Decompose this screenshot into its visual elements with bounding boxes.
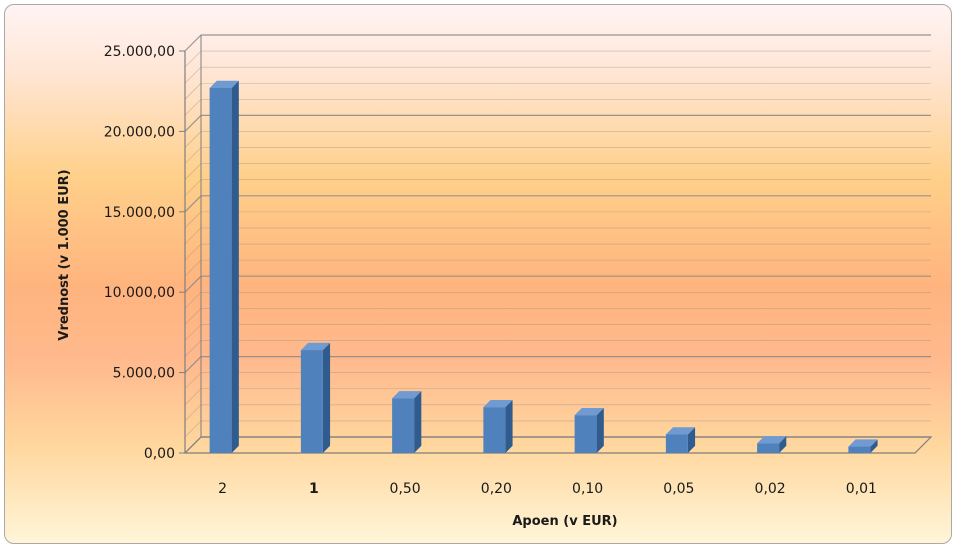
y-tick-label: 10.000,00 — [104, 285, 175, 301]
y-tick-labels: 0,00 5.000,00 10.000,00 15.000,00 20.000,00 2… — [104, 44, 175, 462]
bar-front — [665, 434, 688, 453]
bar-2 — [209, 80, 239, 453]
bar-top — [300, 342, 331, 351]
y-tick-label: 15.000,00 — [104, 205, 175, 221]
gridline-depth — [184, 243, 202, 261]
bar-0,02 — [757, 436, 787, 453]
gridline-depth — [184, 99, 202, 116]
gridline-depth — [184, 227, 202, 245]
bar-front — [483, 407, 506, 453]
gridline-depth — [184, 259, 202, 277]
y-tick-label: 5.000,00 — [113, 366, 175, 382]
bar-side — [870, 439, 878, 453]
bar-side — [687, 427, 696, 453]
bar-top — [392, 391, 422, 399]
y-tick-label: 0,00 — [144, 446, 175, 462]
gridline-depth — [184, 404, 202, 422]
bar-front — [392, 398, 415, 453]
x-tick-label: 2 — [218, 481, 227, 497]
floor — [183, 436, 933, 454]
gridline-depth — [184, 340, 202, 357]
gridline-depth — [184, 34, 202, 52]
gridline-depth — [184, 420, 202, 438]
y-tick-label: 25.000,00 — [104, 44, 175, 60]
bar-front — [848, 446, 871, 453]
gridline-depth — [184, 356, 202, 374]
bar-side — [779, 436, 787, 453]
x-tick-label: 0,05 — [663, 481, 694, 497]
y-tick-label: 20.000,00 — [104, 124, 175, 140]
bar-front — [209, 87, 232, 453]
bar-front — [574, 415, 597, 453]
bar-top — [574, 408, 604, 416]
bar-0,20 — [483, 399, 513, 453]
gridline-depth — [184, 292, 202, 309]
bar-top — [483, 399, 513, 408]
bar-1 — [300, 342, 331, 453]
gridlines — [184, 34, 931, 454]
bar-top — [757, 436, 787, 444]
gridline-depth — [184, 179, 202, 196]
x-tick-label: 0,10 — [572, 481, 603, 497]
bar-top — [209, 80, 239, 88]
gridline-depth — [184, 372, 202, 389]
y-axis-title: Vrednost (v 1.000 EUR) — [57, 169, 72, 340]
bar-side — [505, 399, 513, 453]
x-tick-label: 0,50 — [390, 481, 421, 497]
x-axis-title: Apoen (v EUR) — [512, 514, 617, 529]
x-tick-label: 0,20 — [481, 481, 512, 497]
chart-area: 0,00 5.000,00 10.000,00 15.000,00 20.000,00 2… — [4, 4, 952, 544]
gridline-depth — [184, 114, 202, 132]
gridline-depth — [184, 83, 202, 100]
x-tick-label: 0,02 — [755, 481, 786, 497]
gridline-depth — [184, 308, 202, 325]
gridline-depth — [184, 131, 202, 148]
gridline-depth — [184, 50, 202, 68]
bar-0,10 — [574, 408, 604, 453]
bar-front — [757, 443, 780, 453]
gridline-depth — [184, 388, 202, 405]
bar-0,50 — [392, 391, 422, 453]
gridline-depth — [184, 324, 202, 341]
bar-side — [414, 391, 422, 453]
bar-side — [596, 408, 604, 453]
gridline-depth — [184, 163, 202, 180]
gridline-depth — [184, 147, 202, 164]
bar-side — [231, 80, 239, 453]
bar-top — [848, 439, 878, 447]
bar-front — [300, 350, 323, 453]
bars — [209, 80, 878, 453]
x-tick-label: 0,01 — [846, 481, 877, 497]
bar-0,05 — [665, 427, 696, 453]
bar-top — [665, 427, 696, 435]
gridline-depth — [184, 211, 202, 229]
gridline-depth — [184, 275, 202, 293]
x-tick-label: 1 — [309, 481, 319, 497]
x-tick-labels: 2 1 0,50 0,20 0,10 0,05 0,02 0,01 — [218, 481, 877, 497]
gridline-depth — [184, 66, 202, 84]
gridline-depth — [184, 195, 202, 213]
bar-side — [322, 342, 331, 453]
bar-chart: 0,00 5.000,00 10.000,00 15.000,00 20.000,00 2… — [57, 34, 933, 529]
bar-0,01 — [848, 439, 878, 453]
